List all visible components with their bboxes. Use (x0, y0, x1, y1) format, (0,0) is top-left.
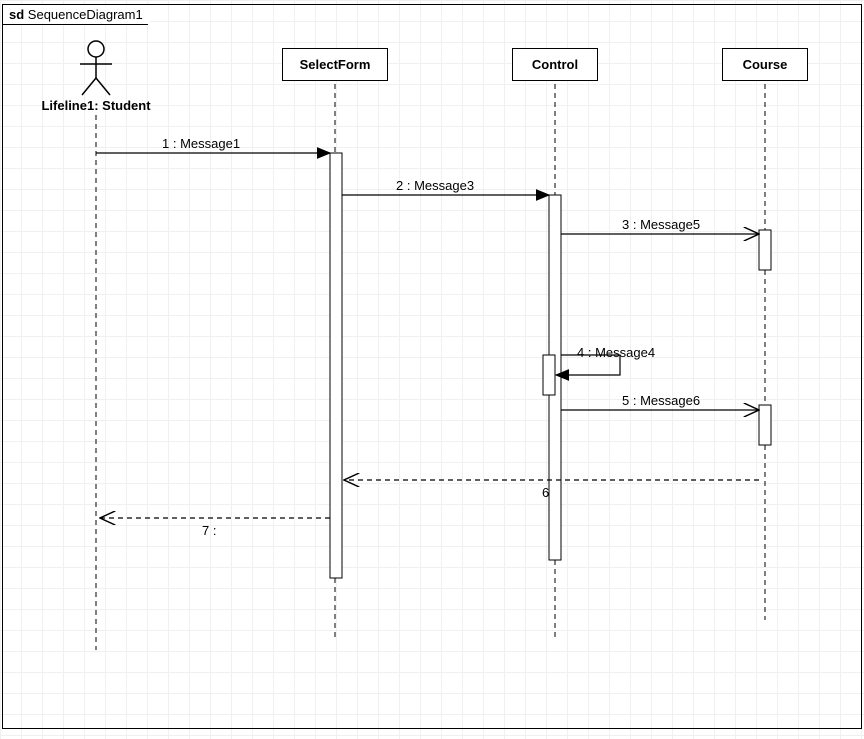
msg1-label: 1 : Message1 (160, 136, 242, 151)
lifeline-selectform-label: SelectForm (300, 57, 371, 72)
actor-student: Lifeline1: Student (30, 40, 162, 113)
frame-title: SequenceDiagram1 (28, 7, 143, 22)
lifeline-course-head: Course (722, 48, 808, 81)
lifeline-course-label: Course (743, 57, 788, 72)
frame-sd-prefix: sd (9, 7, 24, 22)
actor-student-label: Lifeline1: Student (30, 98, 162, 113)
msg7-label: 7 : (200, 523, 218, 538)
msg3-label: 3 : Message5 (620, 217, 702, 232)
frame-title-tab: sd SequenceDiagram1 (2, 4, 158, 25)
lifeline-control-label: Control (532, 57, 578, 72)
actor-stickman-icon (76, 40, 116, 96)
lifeline-selectform-head: SelectForm (282, 48, 388, 81)
msg6-label: 6 : (540, 485, 558, 500)
lifeline-control-head: Control (512, 48, 598, 81)
sequence-diagram-canvas: sd SequenceDiagram1 Lifeline1: Student S… (0, 0, 864, 739)
msg2-label: 2 : Message3 (394, 178, 476, 193)
msg5-label: 5 : Message6 (620, 393, 702, 408)
msg4-label: 4 : Message4 (575, 345, 657, 360)
